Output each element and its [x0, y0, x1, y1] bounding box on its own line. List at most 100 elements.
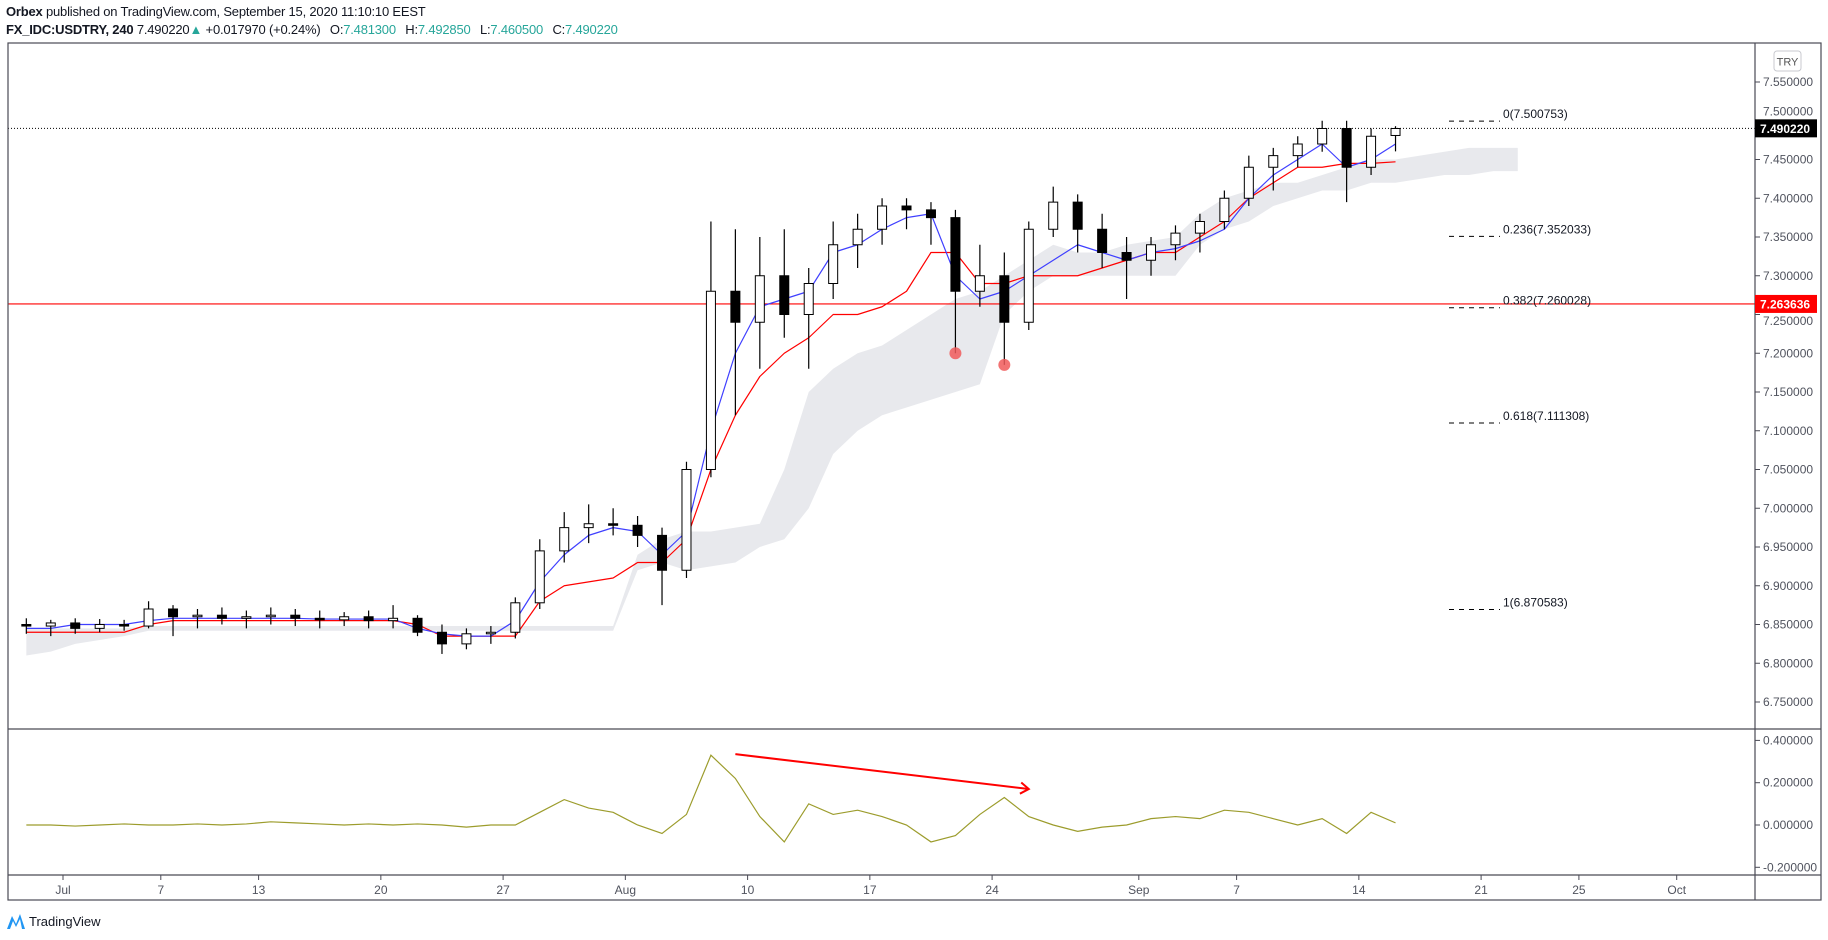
trend-arrow[interactable]: [735, 753, 1031, 795]
candle-body: [583, 523, 594, 529]
candle-body: [143, 608, 154, 627]
horizontal-line-badge: 7.263636: [1760, 297, 1810, 311]
candle[interactable]: [1146, 237, 1157, 276]
candle[interactable]: [1268, 147, 1279, 191]
candle[interactable]: [168, 605, 179, 637]
price-tick-label: 6.900000: [1763, 579, 1813, 593]
price-tick-label: 7.200000: [1763, 346, 1813, 360]
candle[interactable]: [828, 221, 839, 300]
candle[interactable]: [1121, 237, 1132, 299]
candle[interactable]: [877, 198, 888, 245]
time-tick-label: Jul: [55, 883, 70, 897]
candle[interactable]: [1170, 225, 1181, 261]
candle[interactable]: [1390, 126, 1401, 152]
candle[interactable]: [583, 504, 594, 544]
candle[interactable]: [461, 628, 472, 650]
candle[interactable]: [314, 610, 325, 629]
candle[interactable]: [290, 609, 301, 627]
close-label: C:: [552, 22, 566, 37]
currency-button[interactable]: TRY: [1773, 50, 1802, 72]
candle[interactable]: [901, 198, 912, 230]
candle[interactable]: [339, 612, 350, 627]
candle-body: [608, 523, 619, 526]
candle[interactable]: [510, 597, 521, 639]
candle[interactable]: [412, 615, 423, 637]
candle[interactable]: [241, 610, 252, 629]
candle[interactable]: [852, 213, 863, 268]
candle[interactable]: [999, 252, 1010, 365]
candle[interactable]: [730, 229, 741, 416]
candle[interactable]: [1317, 120, 1328, 152]
candle[interactable]: [974, 244, 985, 307]
candle[interactable]: [1097, 213, 1108, 268]
price-tick-label: 6.850000: [1763, 618, 1813, 632]
oscillator-tick-label: -0.200000: [1763, 860, 1817, 874]
candle-body: [1072, 201, 1083, 230]
oscillator-pane[interactable]: [26, 753, 1396, 843]
price-tick-label: 7.150000: [1763, 385, 1813, 399]
time-tick-label: Sep: [1128, 883, 1150, 897]
candle-body: [21, 624, 32, 627]
candle[interactable]: [485, 626, 496, 644]
candle[interactable]: [1219, 190, 1230, 230]
candle[interactable]: [608, 508, 619, 536]
price-tick-label: 6.950000: [1763, 540, 1813, 554]
low-marker[interactable]: [949, 347, 962, 360]
low-marker[interactable]: [998, 358, 1011, 371]
candle[interactable]: [754, 237, 765, 369]
publisher-name[interactable]: Orbex: [6, 4, 43, 19]
candle[interactable]: [657, 527, 668, 606]
price-pane[interactable]: 0(7.500753) 0.236(7.352033) 0.382(7.260028…: [8, 107, 1755, 656]
candle[interactable]: [143, 601, 154, 629]
candle[interactable]: [779, 229, 790, 338]
candle[interactable]: [45, 619, 56, 637]
fib-level-label: 0.618(7.111308): [1503, 409, 1589, 423]
ichimoku-cloud: [26, 147, 1518, 656]
candle-body: [730, 290, 741, 323]
candle-body: [1366, 135, 1377, 168]
time-tick-label: 27: [496, 883, 510, 897]
price-tick-label: 7.500000: [1763, 104, 1813, 118]
candle[interactable]: [534, 539, 545, 609]
candle[interactable]: [21, 618, 32, 634]
candle[interactable]: [803, 268, 814, 369]
candle[interactable]: [632, 516, 643, 547]
candle[interactable]: [1072, 194, 1083, 253]
price-tick-label: 7.000000: [1763, 501, 1813, 515]
candle[interactable]: [119, 619, 130, 631]
candle[interactable]: [1194, 213, 1205, 253]
candle-body: [192, 614, 203, 618]
candle[interactable]: [681, 461, 692, 578]
time-tick-label: 13: [252, 883, 266, 897]
price-change: +0.017970 (+0.24%): [205, 22, 321, 37]
candle[interactable]: [1243, 155, 1254, 206]
candle[interactable]: [436, 624, 447, 654]
candle[interactable]: [559, 512, 570, 563]
publish-info: Orbex published on TradingView.com, Sept…: [6, 4, 426, 19]
tradingview-logo-icon: [7, 914, 25, 929]
candle[interactable]: [1341, 120, 1352, 203]
open-value: 7.481300: [343, 22, 396, 37]
candle[interactable]: [1048, 186, 1059, 237]
candle[interactable]: [192, 609, 203, 629]
tradingview-logo[interactable]: TradingView: [6, 912, 101, 930]
candle[interactable]: [950, 209, 961, 354]
fib-level-label: 1(6.870583): [1503, 596, 1568, 610]
candle[interactable]: [216, 607, 227, 625]
candle[interactable]: [388, 605, 399, 629]
oscillator-line: [26, 754, 1396, 843]
candle[interactable]: [94, 619, 105, 633]
candle-body: [779, 275, 790, 315]
candle[interactable]: [363, 610, 374, 629]
candle[interactable]: [705, 221, 716, 478]
candle-body: [950, 217, 961, 292]
candle[interactable]: [70, 618, 81, 634]
candle[interactable]: [1366, 128, 1377, 176]
candle[interactable]: [1292, 136, 1303, 168]
candle[interactable]: [265, 607, 276, 625]
candle[interactable]: [1023, 221, 1034, 331]
chart-frame: [7, 42, 1822, 901]
candle[interactable]: [925, 202, 936, 245]
price-tick-label: 7.300000: [1763, 269, 1813, 283]
